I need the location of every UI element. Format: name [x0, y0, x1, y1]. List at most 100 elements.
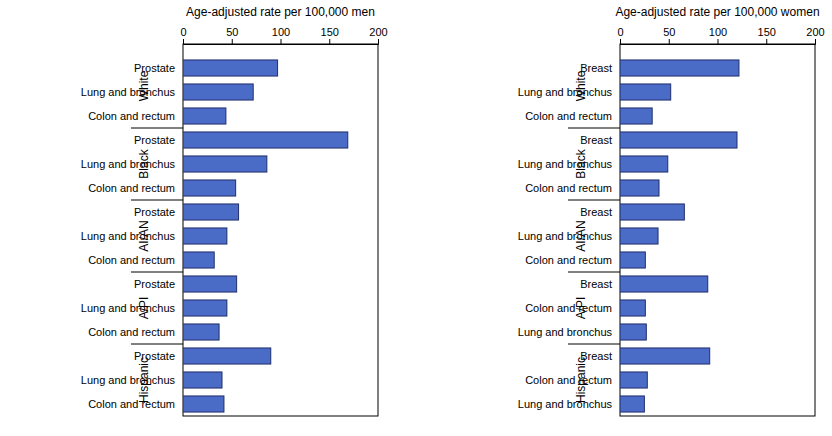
tick-label: 150	[758, 26, 776, 38]
tick: 150	[758, 26, 776, 44]
category-label: Colon and rectum	[525, 182, 612, 194]
bar	[620, 156, 668, 172]
tick-label: 100	[272, 26, 290, 38]
group-label: A/PI	[574, 297, 588, 320]
axis-line	[184, 39, 379, 45]
tick: 200	[369, 26, 387, 44]
group-separator	[568, 344, 620, 345]
category-label: Lung and bronchus	[518, 86, 613, 98]
tick-mark	[669, 39, 670, 44]
bar	[183, 204, 239, 220]
category-label: Colon and rectum	[525, 374, 612, 386]
bar	[620, 300, 645, 316]
tick-label: 200	[369, 26, 387, 38]
tick: 100	[709, 26, 727, 44]
category-label: Lung and bronchus	[81, 230, 176, 242]
category-label: Breast	[580, 134, 612, 146]
group-separator	[131, 272, 183, 273]
category-label: Colon and rectum	[525, 302, 612, 314]
group-label: Black	[574, 148, 588, 178]
bar	[620, 324, 646, 340]
tick-label: 150	[321, 26, 339, 38]
bar	[183, 348, 271, 364]
tick-mark	[815, 39, 816, 44]
tick: 200	[806, 26, 824, 44]
group-separator	[131, 128, 183, 129]
bars	[620, 60, 739, 412]
bar	[620, 348, 710, 364]
bar	[183, 84, 253, 100]
bar	[183, 324, 219, 340]
category-label: Lung and bronchus	[518, 158, 613, 170]
tick-label: 0	[617, 26, 623, 38]
group-label: Black	[137, 148, 151, 178]
tick-label: 50	[663, 26, 675, 38]
bar	[183, 228, 227, 244]
tick-mark	[281, 39, 282, 44]
group-label: AI/AN	[574, 220, 588, 251]
tick: 50	[226, 26, 238, 44]
tick-mark	[329, 39, 330, 44]
bar	[620, 108, 652, 124]
bar	[620, 276, 708, 292]
group-label: Hispanic	[574, 357, 588, 403]
plot-frame	[620, 44, 815, 416]
group-separator	[131, 344, 183, 345]
category-label: Lung and bronchus	[518, 398, 613, 410]
category-label: Lung and bronchus	[518, 230, 613, 242]
bars	[183, 60, 348, 412]
bar	[183, 372, 222, 388]
group-label: A/PI	[137, 297, 151, 320]
panel: 050100150200Age-adjusted rate per 100,00…	[518, 5, 825, 416]
bar	[183, 60, 278, 76]
group-label: Hispanic	[137, 357, 151, 403]
category-label: Lung and bronchus	[518, 326, 613, 338]
category-label: Prostate	[134, 134, 175, 146]
category-label: Colon and rectum	[88, 254, 175, 266]
tick-label: 100	[709, 26, 727, 38]
axis-line	[621, 39, 816, 45]
bar	[620, 228, 658, 244]
tick-mark	[718, 39, 719, 44]
tick-mark	[620, 39, 621, 44]
group-separator	[568, 200, 620, 201]
bar	[183, 180, 236, 196]
category-label: Lung and bronchus	[81, 158, 176, 170]
tick-label: 200	[806, 26, 824, 38]
bar	[620, 132, 737, 148]
bar	[183, 108, 226, 124]
chart-canvas: 0 50 100 150 200 Age-adjusted rate per 100,00…	[0, 0, 832, 436]
group-separator	[568, 128, 620, 129]
category-label: Colon and rectum	[525, 254, 612, 266]
x-axis: 0 50 100 150 200	[180, 26, 387, 45]
category-label: Breast	[580, 278, 612, 290]
category-label: Lung and bronchus	[81, 302, 176, 314]
group-separator	[131, 200, 183, 201]
tick: 50	[663, 26, 675, 44]
bar	[183, 156, 267, 172]
tick-mark	[183, 39, 184, 44]
tick: 100	[272, 26, 290, 44]
category-label: Colon and rectum	[88, 182, 175, 194]
tick-mark	[378, 39, 379, 44]
group-label: White	[137, 70, 151, 101]
category-label: Colon and rectum	[88, 398, 175, 410]
group-label: White	[574, 70, 588, 101]
tick: 0	[617, 26, 623, 44]
x-axis: 0 50 100 150 200	[617, 26, 824, 45]
bar	[183, 276, 237, 292]
bar	[183, 252, 214, 268]
bar	[620, 180, 659, 196]
panel: 0 50 100 150 200 Age-adjusted rate per 100,00…	[81, 5, 388, 416]
bar	[183, 396, 224, 412]
bar	[620, 60, 739, 76]
category-label: Colon and rectum	[525, 110, 612, 122]
axis-title: Age-adjusted rate per 100,000 men	[186, 5, 375, 19]
tick: 150	[321, 26, 339, 44]
plot-frame	[183, 44, 378, 416]
group-separator	[568, 272, 620, 273]
category-label: Colon and rectum	[88, 110, 175, 122]
bar	[620, 252, 645, 268]
tick: 0	[180, 26, 186, 44]
tick-label: 0	[180, 26, 186, 38]
